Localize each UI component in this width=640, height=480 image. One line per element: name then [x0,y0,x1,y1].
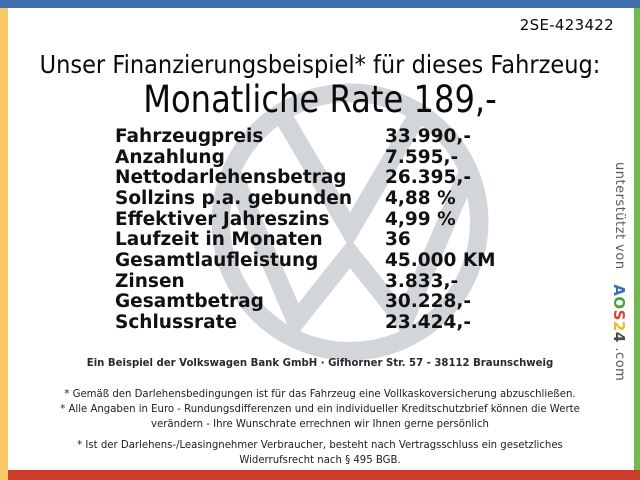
legal-footer: Ein Beispiel der Volkswagen Bank GmbH · … [26,356,615,467]
top-border-bar [0,0,640,8]
financing-table: Fahrzeugpreis 33.990,- Anzahlung 7.595,-… [115,126,545,333]
table-row: Effektiver Jahreszins 4,99 % [115,209,545,230]
supported-by-label: unterstützt von [612,162,627,270]
table-row: Nettodarlehensbetrag 26.395,- [115,167,545,188]
bank-address-line: Ein Beispiel der Volkswagen Bank GmbH · … [86,356,554,369]
row-value: 4,88 % [385,187,456,209]
row-value: 4,99 % [385,208,456,230]
aos24-letter: 4 [610,331,628,343]
row-value: 23.424,- [385,312,472,334]
row-value: 36 [385,229,411,251]
row-value: 30.228,- [385,291,472,313]
vw-logo-icon [208,80,492,364]
bottom-border-bar [8,470,640,480]
footnote: * Ist der Darlehens-/Leasingnehmer Verbr… [77,438,563,451]
row-value: 3.833,- [385,270,459,292]
aos24-domain-suffix: .com [612,347,627,382]
row-label: Gesamtlaufleistung [115,249,319,271]
monthly-rate-heading: Monatliche Rate 189,- [143,78,497,121]
table-row: Zinsen 3.833,- [115,271,545,292]
aos24-letter: A [610,284,628,297]
table-row: Laufzeit in Monaten 36 [115,229,545,250]
page-title: Unser Finanzierungsbeispiel* für dieses … [39,50,601,79]
row-label: Nettodarlehensbetrag [115,167,347,189]
footnote: verändern - Ihre Wunschrate errechnen wi… [151,417,489,430]
aos24-letter: O [610,296,628,310]
offer-id-code: 2SE-423422 [519,16,614,34]
table-row: Schlussrate 23.424,- [115,312,545,333]
row-label: Laufzeit in Monaten [115,229,323,251]
row-label: Schlussrate [115,312,237,334]
row-label: Anzahlung [115,146,225,168]
row-value: 45.000 KM [385,249,496,271]
row-label: Effektiver Jahreszins [115,208,330,230]
footnote: * Alle Angaben in Euro - Rundungsdiffere… [60,402,580,415]
right-border-bar [634,8,640,470]
aos24-letter: 2 [610,320,628,332]
aos24-letter: S [610,309,628,321]
table-row: Fahrzeugpreis 33.990,- [115,126,545,147]
table-row: Gesamtlaufleistung 45.000 KM [115,250,545,271]
row-label: Fahrzeugpreis [115,125,264,147]
row-label: Zinsen [115,270,185,292]
row-value: 7.595,- [385,146,459,168]
left-border-bar [0,8,8,480]
row-value: 26.395,- [385,167,472,189]
footnote: * Gemäß den Darlehensbedingungen ist für… [64,387,576,400]
row-label: Sollzins p.a. gebunden [115,187,353,209]
table-row: Sollzins p.a. gebunden 4,88 % [115,188,545,209]
supported-by-credit: unterstützt von AOS24 .com [610,162,628,402]
table-row: Gesamtbetrag 30.228,- [115,291,545,313]
row-value: 33.990,- [385,125,472,147]
table-row: Anzahlung 7.595,- [115,147,545,168]
footnote: Widerrufsrecht nach § 495 BGB. [239,453,401,466]
aos24-logo: AOS24 [610,284,628,343]
row-label: Gesamtbetrag [115,291,264,313]
